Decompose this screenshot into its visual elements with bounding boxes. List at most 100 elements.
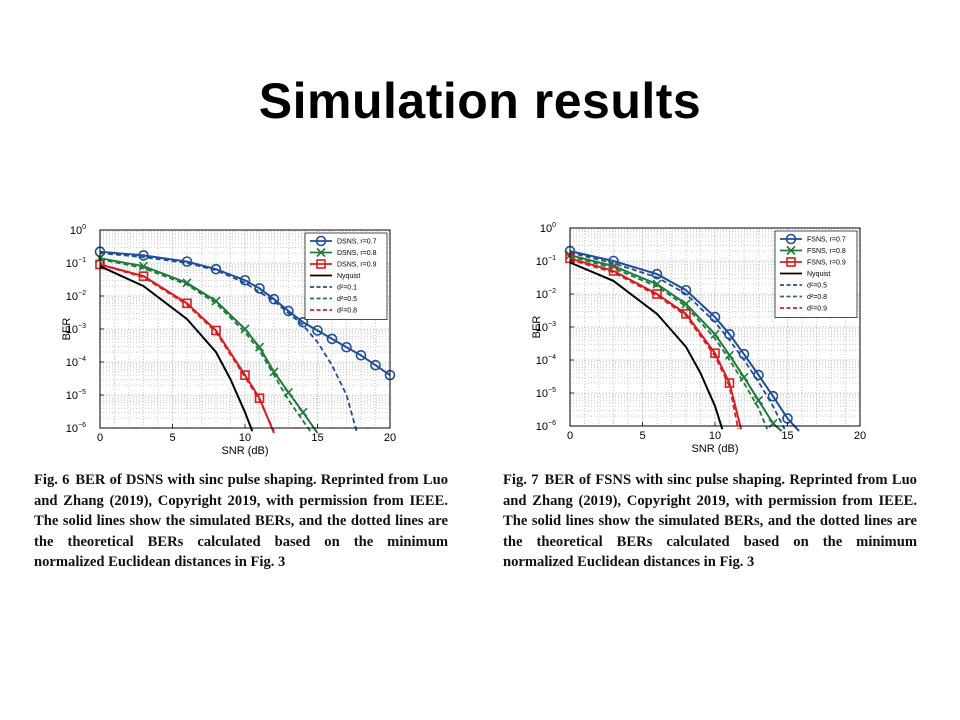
- y-tick-label: 10−5: [66, 389, 86, 402]
- series-line: [569, 255, 769, 430]
- grid: [100, 230, 390, 428]
- legend-marker: [785, 233, 797, 245]
- data-point: [138, 250, 149, 261]
- data-point: [681, 309, 691, 319]
- series-line: [99, 258, 312, 432]
- legend-label: d²=0.8: [337, 308, 357, 315]
- x-tick-label: 20: [384, 432, 396, 444]
- data-point: [710, 329, 720, 339]
- y-tick-label: 10−4: [66, 356, 86, 369]
- legend-item: d²=0.1: [310, 285, 357, 292]
- series-4: [99, 265, 254, 432]
- series-6: [569, 255, 769, 430]
- legend-marker: [786, 245, 796, 256]
- series-5: [569, 251, 786, 430]
- data-point: [724, 350, 735, 360]
- data-point: [326, 333, 338, 345]
- series-line: [569, 258, 740, 430]
- y-tick-label: 10−6: [66, 422, 86, 435]
- legend-label: d²=0.9: [807, 306, 827, 313]
- legend-label: DSNS, r=0.8: [337, 250, 377, 257]
- series-6: [99, 258, 312, 432]
- y-tick-label: 10−2: [536, 288, 556, 301]
- x-axis-title: SNR (dB): [691, 443, 738, 455]
- data-point: [753, 395, 764, 405]
- data-point: [138, 261, 149, 271]
- legend-label: DSNS, r=0.7: [337, 239, 377, 246]
- series-7: [99, 263, 275, 432]
- data-point: [651, 268, 663, 280]
- series-line: [99, 250, 391, 376]
- data-point: [652, 279, 662, 289]
- series-line: [569, 261, 724, 430]
- data-point: [341, 341, 352, 353]
- series-line: [569, 257, 743, 430]
- series-7: [569, 258, 740, 430]
- data-point: [355, 349, 367, 361]
- legend-label: DSNS, r=0.9: [337, 262, 377, 269]
- y-tick-label: 100: [70, 224, 86, 237]
- x-tick-label: 10: [709, 430, 721, 442]
- legend-label: d²=0.5: [807, 283, 827, 290]
- x-tick-label: 5: [639, 430, 645, 442]
- series-2: [95, 253, 319, 434]
- caption-text: BER of FSNS with sinc pulse shaping. Rep…: [503, 472, 917, 570]
- legend-item: d²=0.8: [780, 294, 827, 301]
- series-line: [569, 250, 800, 432]
- x-tick-label: 10: [239, 432, 251, 444]
- legend-item: d²=0.5: [780, 283, 827, 290]
- x-axis-title: SNR (dB): [221, 445, 268, 457]
- data-point: [182, 278, 192, 288]
- legend-item: DSNS, r=0.7: [310, 235, 377, 247]
- legend-item: FSNS, r=0.9: [780, 257, 846, 267]
- y-tick-label: 10−5: [536, 387, 556, 400]
- data-point: [298, 407, 308, 417]
- y-tick-label: 100: [540, 222, 556, 235]
- legend-item: FSNS, r=0.8: [780, 245, 846, 256]
- legend-label: FSNS, r=0.9: [807, 260, 846, 267]
- data-point: [312, 325, 323, 336]
- figure-caption-6: Fig. 6 BER of DSNS with sinc pulse shapin…: [34, 470, 448, 573]
- caption-text: BER of DSNS with sinc pulse shaping. Rep…: [34, 472, 448, 570]
- data-point: [211, 296, 221, 306]
- legend-item: FSNS, r=0.7: [780, 233, 846, 245]
- x-tick-label: 5: [169, 432, 175, 444]
- y-axis-title: BER: [531, 316, 543, 339]
- series-5: [99, 252, 358, 432]
- legend-label: d²=0.8: [807, 294, 827, 301]
- caption-label: Fig. 6: [34, 472, 70, 488]
- y-tick-label: 10−2: [66, 290, 86, 303]
- legend-label: FSNS, r=0.7: [807, 237, 846, 244]
- legend-item: DSNS, r=0.9: [310, 259, 377, 269]
- x-tick-label: 15: [311, 432, 323, 444]
- data-point: [681, 299, 691, 309]
- legend-item: DSNS, r=0.8: [310, 247, 377, 258]
- series-line: [569, 254, 783, 432]
- legend-item: d²=0.5: [310, 296, 357, 303]
- y-tick-label: 10−1: [536, 255, 556, 268]
- x-tick-label: 15: [781, 430, 793, 442]
- y-tick-label: 10−6: [536, 420, 556, 433]
- data-point: [254, 342, 265, 352]
- data-point: [239, 274, 251, 286]
- legend: DSNS, r=0.7 DSNS, r=0.8 DSNS, r=0.9 Nyquist…: [304, 232, 388, 320]
- y-axis-title: BER: [61, 318, 73, 341]
- x-tick-label: 0: [97, 432, 103, 444]
- y-tick-label: 10−4: [536, 354, 556, 367]
- legend-label: Nyquist: [337, 273, 360, 280]
- series-line: [99, 257, 319, 434]
- data-point: [297, 316, 309, 328]
- data-point: [240, 370, 250, 380]
- y-tick-label: 10−1: [66, 257, 86, 270]
- data-point: [211, 325, 221, 336]
- caption-label: Fig. 7: [503, 472, 539, 488]
- x-tick-label: 0: [567, 430, 573, 442]
- x-axis: 0 5 10 15 20: [97, 424, 396, 444]
- series-line: [99, 263, 275, 434]
- data-point: [283, 305, 294, 317]
- series-line: [99, 263, 275, 432]
- figure-caption-7: Fig. 7 BER of FSNS with sinc pulse shapin…: [503, 470, 917, 573]
- legend-item: d²=0.9: [780, 306, 827, 313]
- legend-item: Nyquist: [310, 273, 360, 280]
